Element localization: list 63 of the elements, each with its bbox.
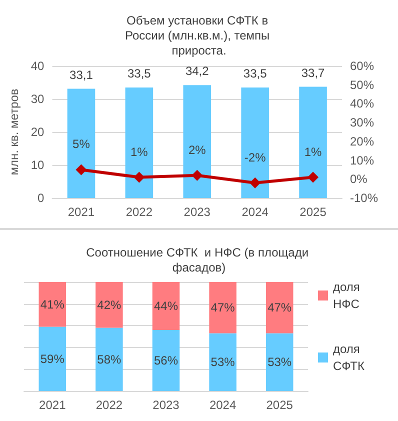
y-tick-label: 20 (30, 125, 45, 139)
legend-label: доля СФТК (333, 342, 364, 373)
legend-label: доля НФС (333, 280, 364, 311)
data-label: 59% (40, 352, 65, 366)
data-label: 47% (268, 300, 292, 315)
x-tick-label: 2021 (68, 205, 95, 219)
data-label: 2% (188, 142, 206, 157)
bar (209, 282, 236, 334)
point (192, 170, 203, 181)
x-tick-label: 2024 (242, 205, 269, 219)
x-tick-label: 2023 (184, 205, 211, 219)
y2-tick-label: 30% (350, 116, 374, 130)
bar (266, 282, 294, 334)
point (308, 172, 319, 183)
bar (266, 333, 294, 391)
point (250, 177, 261, 188)
x-tick-label: 2022 (96, 398, 123, 412)
y2-tick-label: 10% (350, 153, 374, 168)
data-label: 44% (154, 298, 178, 313)
data-label: 42% (97, 298, 122, 312)
x-tick-label: 2021 (39, 398, 66, 412)
data-label: 33,1 (70, 68, 94, 82)
bar (96, 328, 123, 391)
data-label: 58% (97, 352, 122, 366)
x-tick-label: 2024 (209, 398, 236, 412)
chart-title: Объем установки СФТК в России (млн.кв.м.), темпы прироста. (124, 14, 274, 58)
y2-tick-label: -10% (350, 191, 378, 205)
data-label: 47% (210, 300, 236, 315)
data-label: 33,5 (243, 66, 268, 80)
bar (209, 333, 236, 391)
bar (38, 282, 66, 327)
y2-tick-label: 50% (350, 78, 374, 92)
data-label: 56% (154, 353, 178, 368)
y-tick-label: 30 (30, 92, 45, 106)
data-label: 34,2 (185, 64, 210, 78)
data-label: 53% (210, 355, 236, 370)
y-axis-title: млн. кв. метров (7, 88, 21, 176)
data-label: 1% (130, 144, 148, 159)
y2-tick-label: 60% (350, 59, 374, 73)
data-label: 33,5 (127, 66, 152, 80)
x-tick-label: 2025 (300, 205, 327, 219)
bar (152, 330, 180, 391)
y2-tick-label: 20% (350, 134, 374, 148)
y-tick-label: 10 (30, 158, 45, 172)
point (134, 172, 145, 183)
bar (38, 326, 66, 391)
chart-title: Соотношение СФТК и НФС (в площади фасадов) (86, 246, 312, 274)
bar (152, 282, 180, 330)
y-tick-label: 0 (38, 191, 45, 205)
data-label: -2% (244, 150, 266, 164)
data-label: 1% (304, 144, 322, 159)
data-label: 33,7 (301, 66, 326, 80)
y2-tick-label: 40% (350, 96, 374, 111)
y2-tick-label: 0% (350, 172, 368, 186)
data-label: 5% (72, 137, 90, 152)
x-tick-label: 2023 (152, 398, 180, 412)
x-tick-label: 2022 (126, 205, 153, 219)
x-tick-label: 2025 (266, 398, 294, 412)
bar (96, 282, 123, 328)
data-label: 53% (268, 355, 292, 370)
data-label: 41% (40, 297, 65, 312)
y-tick-label: 40 (30, 59, 45, 73)
point (76, 164, 87, 176)
